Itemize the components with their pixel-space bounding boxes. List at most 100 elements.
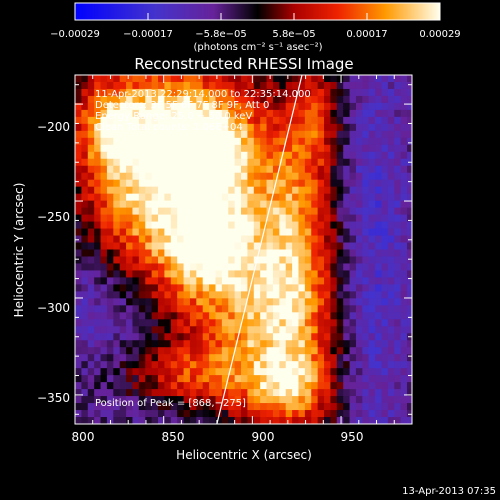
heatmap-cell-2467	[311, 389, 319, 397]
heatmap-cell-1001	[260, 200, 268, 209]
heatmap-cell-1962	[189, 326, 197, 334]
heatmap-cell-1410	[113, 256, 121, 265]
heatmap-cell-549	[132, 144, 140, 153]
heatmap-cell-2127	[209, 347, 217, 355]
heatmap-cell-2255	[336, 361, 344, 369]
heatmap-cell-220	[100, 102, 108, 111]
heatmap-cell-65	[145, 81, 153, 90]
heatmap-cell-1412	[126, 256, 134, 265]
heatmap-cell-605	[145, 151, 153, 160]
heatmap-cell-810	[75, 179, 82, 188]
heatmap-cell-2249	[298, 361, 306, 369]
heatmap-cell-1022	[394, 200, 402, 209]
heatmap-cell-1574	[126, 277, 134, 285]
heatmap-cell-192	[266, 95, 274, 104]
heatmap-cell-1259	[183, 235, 191, 244]
heatmap-cell-1653	[285, 284, 293, 292]
heatmap-cell-1838	[87, 312, 95, 320]
heatmap-cell-148	[330, 88, 338, 97]
heatmap-cell-1764	[304, 298, 312, 306]
heatmap-cell-277	[119, 109, 127, 118]
heatmap-cell-889	[234, 186, 242, 195]
heatmap-cell-1885	[387, 312, 395, 320]
heatmap-cell-2621	[260, 410, 268, 418]
heatmap-cell-1921	[272, 319, 280, 327]
heatmap-cell-769	[158, 172, 165, 181]
heatmap-cell-2045	[375, 333, 383, 341]
heatmap-cell-949	[272, 193, 280, 202]
heatmap-cell-1027	[81, 207, 89, 216]
heatmap-cell-49	[387, 75, 395, 83]
heatmap-cell-1679	[106, 291, 114, 299]
heatmap-cell-1230	[343, 228, 351, 237]
heatmap-cell-2499	[170, 396, 178, 404]
heatmap-cell-1900	[138, 319, 146, 327]
heatmap-cell-12	[151, 75, 159, 83]
heatmap-cell-36	[304, 75, 312, 83]
heatmap-cell-1221	[285, 228, 293, 237]
heatmap-cell-1559	[375, 270, 383, 279]
heatmap-cell-422	[355, 123, 363, 132]
heatmap-cell-1917	[247, 319, 255, 327]
heatmap-cell-2452	[215, 389, 223, 397]
heatmap-cell-1771	[349, 298, 357, 306]
heatmap-cell-746	[355, 165, 363, 174]
heatmap-cell-2122	[177, 347, 185, 355]
heatmap-cell-2409	[285, 382, 293, 390]
heatmap-cell-2596	[100, 410, 108, 418]
heatmap-cell-1910	[202, 319, 210, 327]
heatmap-cell-1240	[407, 228, 412, 237]
heatmap-cell-2282	[164, 368, 172, 376]
heatmap-cell-2006	[126, 333, 134, 341]
heatmap-cell-2738	[318, 424, 325, 432]
heatmap-cell-578	[317, 144, 325, 153]
heatmap-cell-2720	[203, 424, 210, 432]
heatmap-cell-38	[317, 75, 325, 83]
heatmap-cell-2419	[349, 382, 357, 390]
heatmap-cell-1950	[113, 326, 121, 334]
heatmap-cell-1909	[196, 319, 204, 327]
heatmap-cell-426	[381, 123, 389, 132]
heatmap-cell-1224	[304, 228, 312, 237]
heatmap-cell-2482	[407, 389, 412, 397]
heatmap-cell-320	[394, 109, 402, 118]
chart-title: Reconstructed RHESSI Image	[134, 55, 353, 73]
heatmap-cell-1009	[311, 200, 319, 209]
heatmap-cell-1342	[368, 242, 376, 251]
heatmap-cell-2205	[362, 354, 370, 362]
heatmap-cell-2425	[387, 382, 395, 390]
heatmap-cell-1685	[145, 291, 153, 299]
heatmap-cell-1457	[413, 256, 420, 264]
heatmap-cell-1467	[132, 263, 140, 272]
heatmap-cell-2660	[164, 417, 172, 424]
heatmap-cell-2672	[241, 417, 249, 424]
heatmap-cell-695	[375, 158, 383, 167]
heatmap-cell-1189	[81, 228, 89, 237]
heatmap-cell-29	[260, 75, 268, 83]
heatmap-cell-1237	[387, 228, 395, 237]
heatmap-cell-2433	[94, 389, 102, 397]
heatmap-cell-2094	[343, 340, 351, 348]
heatmap-cell-1845	[132, 312, 140, 320]
heatmap-cell-75	[209, 81, 217, 90]
heatmap-cell-1225	[311, 228, 319, 237]
heatmap-cell-1670	[394, 284, 402, 292]
heatmap-cell-1565	[413, 270, 420, 278]
heatmap-cell-612	[189, 151, 197, 160]
heatmap-cell-965	[375, 193, 383, 202]
heatmap-cell-2092	[330, 340, 338, 348]
heatmap-cell-197	[298, 95, 306, 104]
heatmap-cell-606	[151, 151, 159, 160]
heatmap-cell-230	[164, 102, 172, 111]
heatmap-cell-2347	[234, 375, 242, 383]
heatmap-cell-321	[400, 109, 408, 118]
heatmap-cell-682	[292, 158, 300, 167]
heatmap-cell-1898	[126, 319, 134, 327]
heatmap-cell-1521	[132, 270, 140, 279]
heatmap-cell-2154	[381, 347, 389, 355]
heatmap-cell-1368	[189, 249, 197, 258]
heatmap-cell-2468	[317, 389, 325, 397]
heatmap-cell-436	[100, 130, 108, 139]
heatmap-cell-2069	[183, 340, 191, 348]
heatmap-cell-0	[75, 75, 82, 83]
